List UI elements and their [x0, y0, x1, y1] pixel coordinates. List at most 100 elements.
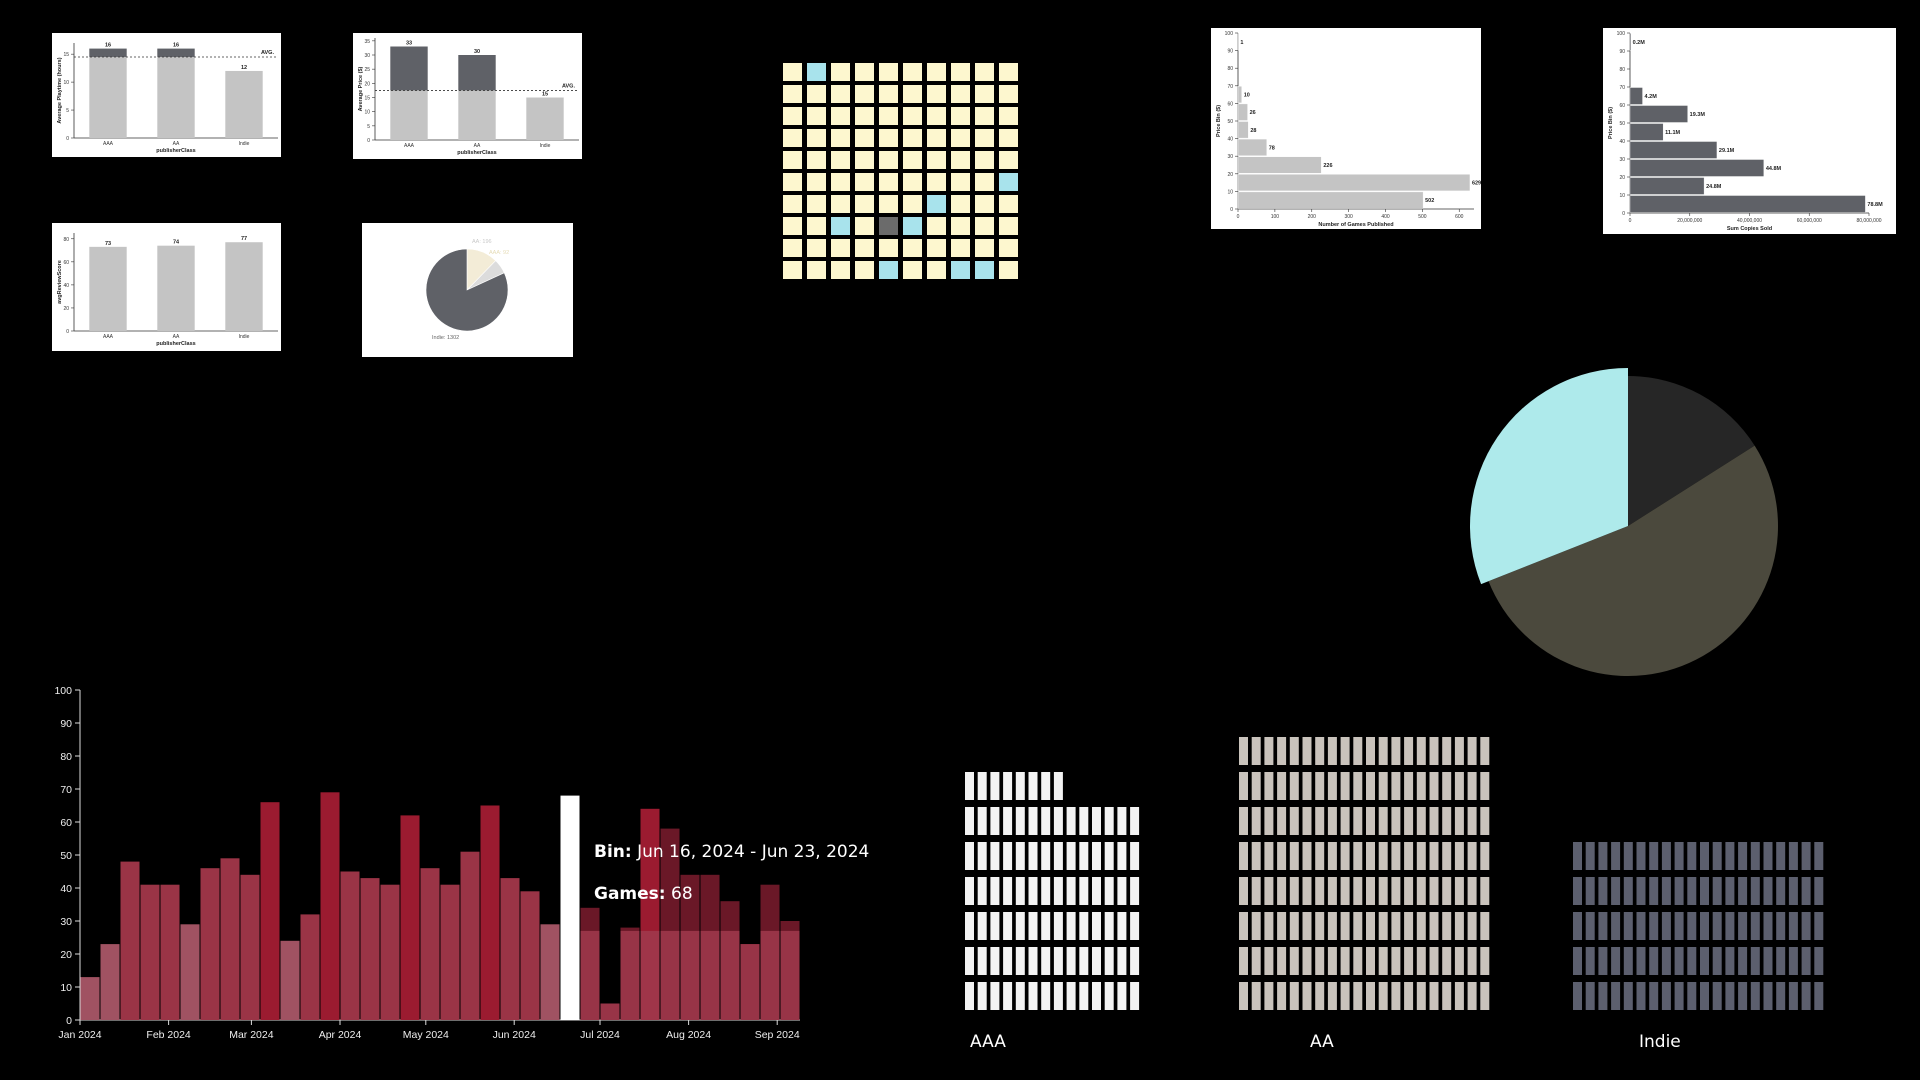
unit-square [1738, 842, 1748, 870]
pie-label-indie: Indie: 1302 [432, 335, 459, 341]
unit-square [1340, 842, 1350, 870]
unit-square [1404, 737, 1414, 765]
unit-square [990, 912, 1000, 940]
unit-square [1378, 912, 1388, 940]
histogram-bar [360, 878, 380, 1020]
x-tick-label: AAA [404, 143, 415, 149]
unit-square [1277, 877, 1287, 905]
x-tick-label: 80,000,000 [1856, 218, 1881, 224]
waffle-cell [927, 151, 946, 169]
unit-square [1079, 947, 1089, 975]
unit-square [1239, 912, 1248, 940]
waffle-cell [807, 129, 826, 147]
unit-square [1442, 737, 1452, 765]
bar [1237, 33, 1240, 51]
unit-square [990, 842, 1000, 870]
unit-square [1404, 772, 1414, 800]
y-tick-label: 100 [1225, 31, 1234, 37]
unit-square [1416, 912, 1426, 940]
waffle-cell [927, 85, 946, 103]
unit-square [1264, 947, 1274, 975]
unit-square [1003, 982, 1013, 1010]
histogram-bar [240, 874, 260, 1020]
publisher-pie-chart: AA: 196 AAA: 92 Indie: 1302 [425, 239, 509, 341]
x-tick-label: Indie [239, 141, 250, 147]
unit-square [1366, 842, 1375, 870]
y-tick-label: 5 [367, 124, 370, 130]
unit-square [1442, 877, 1452, 905]
unit-square [1454, 737, 1464, 765]
unit-square [990, 807, 1000, 835]
waffle-cell [831, 217, 850, 235]
unit-square [1251, 807, 1261, 835]
y-tick-label: 20 [63, 306, 69, 312]
unit-square [1454, 982, 1464, 1010]
histogram-bar [340, 871, 360, 1020]
unit-square [1661, 842, 1671, 870]
y-tick-label: 40 [1227, 137, 1233, 143]
x-axis-title: publisherClass [156, 341, 195, 347]
histogram-bar [420, 868, 440, 1020]
unit-square [1327, 877, 1337, 905]
unit-square [1573, 842, 1582, 870]
bar [1629, 141, 1718, 159]
unit-square [1687, 912, 1697, 940]
unit-square [1776, 982, 1786, 1010]
unit-square [1454, 947, 1464, 975]
unit-square [1315, 842, 1325, 870]
unit-square [1053, 772, 1063, 800]
waffle-cell [831, 107, 850, 125]
y-tick-label: 70 [1619, 85, 1625, 91]
y-tick-label: 90 [1619, 49, 1625, 55]
unit-square [1429, 737, 1439, 765]
unit-square [1289, 772, 1299, 800]
y-tick-label: 80 [1227, 66, 1233, 72]
unit-square [1327, 807, 1337, 835]
unit-square [977, 982, 987, 1010]
x-tick-label: May 2024 [403, 1029, 449, 1041]
unit-square [1239, 982, 1248, 1010]
bar [1629, 159, 1765, 177]
unit-square [1302, 982, 1312, 1010]
unit-square [1277, 982, 1287, 1010]
unit-square [1003, 807, 1013, 835]
unit-square [1725, 982, 1735, 1010]
histogram-bar [500, 878, 520, 1020]
unit-square [1092, 912, 1101, 940]
unit-square [1277, 772, 1287, 800]
bar-segment-above-average [458, 55, 496, 91]
waffle-cell [879, 195, 898, 213]
unit-square [1598, 947, 1608, 975]
y-tick-label: 60 [60, 817, 72, 829]
y-tick-label: 90 [1227, 49, 1233, 55]
x-tick-label: AA [173, 334, 180, 340]
x-tick-label: Apr 2024 [319, 1029, 362, 1041]
unit-square [1814, 912, 1824, 940]
waffle-cell [903, 129, 922, 147]
unit-square [1066, 982, 1076, 1010]
unit-square [1467, 807, 1477, 835]
waffle-cell [831, 173, 850, 191]
unit-square [1340, 982, 1350, 1010]
unit-square [1404, 912, 1414, 940]
bar [157, 245, 195, 331]
y-tick-label: 60 [1227, 101, 1233, 107]
bar-value-label: 33 [406, 41, 412, 47]
unit-square [1467, 947, 1477, 975]
bar-value-label: 1 [1240, 40, 1243, 46]
waffle-cell [999, 195, 1018, 213]
histogram-bar [480, 805, 500, 1020]
unit-square [1429, 807, 1439, 835]
unit-square [1636, 982, 1646, 1010]
waffle-cell [975, 217, 994, 235]
tooltip-games-value: 68 [671, 884, 693, 904]
unit-square [1801, 912, 1811, 940]
waffle-cell [855, 63, 874, 81]
unit-square [1416, 947, 1426, 975]
unit-square [1391, 807, 1401, 835]
unit-square [1289, 982, 1299, 1010]
tooltip-games-row: Games: 68 [594, 886, 693, 903]
histogram-bar [120, 861, 140, 1020]
histogram-bar [140, 884, 160, 1020]
unit-square [1404, 842, 1414, 870]
